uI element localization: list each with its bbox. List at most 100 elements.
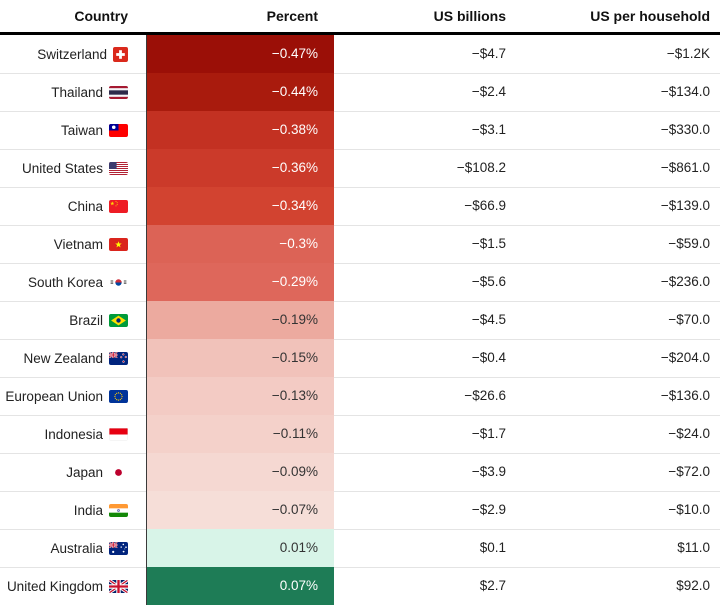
us-per-household-cell: $92.0 [676,578,710,593]
country-cell: China [0,187,146,226]
percent-cell: −0.11% [146,415,334,454]
country-cell: Thailand [0,73,146,112]
us-per-household-cell: −$139.0 [520,187,720,226]
country-cell: Taiwan [0,111,146,150]
country-cell: Switzerland [0,35,146,74]
table-row: Australia 0.01% $0.1 $11.0 [0,529,720,568]
country-cell: Japan [0,453,146,492]
us-billions-cell: −$3.9 [334,453,520,492]
table-row: United States −0.36% −$108.2 −$861.0 [0,149,720,188]
country-name: South Korea [27,274,103,290]
column-header-country: Country [74,8,128,24]
table-row: United Kingdom 0.07% $2.7 $92.0 [0,567,720,605]
flag-indonesia-icon [109,427,128,441]
flag-south-korea-icon [109,275,128,289]
country-name: United States [21,160,103,176]
table-row: Vietnam −0.3% −$1.5 −$59.0 [0,225,720,264]
flag-australia-icon [109,541,128,555]
us-billions-cell: −$26.6 [334,377,520,416]
percent-cell: −0.13% [146,377,334,416]
country-cell: Australia [0,529,146,568]
us-per-household-cell: −$1.2K [520,35,720,74]
country-name: Vietnam [53,236,103,252]
us-billions-cell: −$66.9 [334,187,520,226]
flag-european-union-icon [109,389,128,403]
flag-taiwan-icon [109,123,128,137]
us-billions-cell: −$2.9 [334,491,520,530]
country-name: European Union [5,388,103,404]
percent-cell: −0.19% [146,301,334,340]
percent-cell: −0.38% [146,111,334,150]
table-row: New Zealand −0.15% −$0.4 −$204.0 [0,339,720,378]
country-name: New Zealand [23,350,103,366]
table-row: Brazil −0.19% −$4.5 −$70.0 [0,301,720,340]
country-cell: Indonesia [0,415,146,454]
table-header-row: Country Percent US billions US per house… [0,0,720,35]
country-cell: United States [0,149,146,188]
column-header-us-per-household: US per household [590,8,710,24]
country-cell: Vietnam [0,225,146,264]
country-cell: United Kingdom [0,567,146,605]
country-name: United Kingdom [6,578,103,594]
us-billions-cell: −$5.6 [334,263,520,302]
us-per-household-cell: −$134.0 [520,73,720,112]
country-cell: South Korea [0,263,146,302]
country-name: Thailand [51,84,103,100]
country-name: China [67,198,103,214]
table-row: South Korea −0.29% −$5.6 −$236.0 [0,263,720,302]
table-row: European Union −0.13% −$26.6 −$136.0 [0,377,720,416]
flag-brazil-icon [109,313,128,327]
percent-cell: −0.07% [146,491,334,530]
table-row: China −0.34% −$66.9 −$139.0 [0,187,720,226]
country-cell: Brazil [0,301,146,340]
us-billions-cell: −$1.5 [334,225,520,264]
country-name: Switzerland [37,46,107,62]
us-billions-cell: $2.7 [479,578,506,593]
flag-india-icon [109,503,128,517]
percent-cell: −0.15% [146,339,334,378]
us-per-household-cell: −$330.0 [520,111,720,150]
table-row: Japan −0.09% −$3.9 −$72.0 [0,453,720,492]
table-row: Thailand −0.44% −$2.4 −$134.0 [0,73,720,112]
table-row: Taiwan −0.38% −$3.1 −$330.0 [0,111,720,150]
us-per-household-cell: −$59.0 [520,225,720,264]
us-per-household-cell: −$24.0 [520,415,720,454]
table-row: India −0.07% −$2.9 −$10.0 [0,491,720,530]
country-name: Taiwan [60,122,103,138]
country-name: Australia [50,540,103,556]
country-name: India [73,502,103,518]
us-billions-cell: −$108.2 [334,149,520,188]
us-per-household-cell: $11.0 [520,529,720,568]
us-per-household-cell: −$861.0 [520,149,720,188]
table-row: Indonesia −0.11% −$1.7 −$24.0 [0,415,720,454]
us-billions-cell: −$4.5 [334,301,520,340]
flag-united-states-icon [109,161,128,175]
us-per-household-cell: −$204.0 [520,339,720,378]
us-billions-cell: $0.1 [334,529,520,568]
country-cell: India [0,491,146,530]
flag-united-kingdom-icon [109,579,128,593]
percent-cell: −0.09% [146,453,334,492]
country-name: Brazil [69,312,103,328]
percent-cell: −0.34% [146,187,334,226]
flag-new-zealand-icon [109,351,128,365]
flag-switzerland-icon [113,46,128,62]
us-billions-cell: −$2.4 [334,73,520,112]
us-billions-cell: −$4.7 [334,35,520,74]
us-per-household-cell: −$136.0 [520,377,720,416]
percent-cell: −0.44% [146,73,334,112]
us-billions-cell: −$0.4 [334,339,520,378]
percent-cell: −0.29% [146,263,334,302]
us-per-household-cell: −$10.0 [520,491,720,530]
us-per-household-cell: −$72.0 [520,453,720,492]
us-per-household-cell: −$236.0 [520,263,720,302]
column-header-percent: Percent [266,8,318,24]
flag-vietnam-icon [109,237,128,251]
percent-cell: −0.36% [146,149,334,188]
percent-cell: −0.47% [146,35,334,74]
flag-thailand-icon [109,85,128,99]
country-name: Indonesia [44,426,103,442]
column-header-us-billions: US billions [433,8,506,24]
flag-japan-icon [109,465,128,479]
table-body: Switzerland −0.47% −$4.7 −$1.2K Thailand −0.4… [0,35,720,605]
